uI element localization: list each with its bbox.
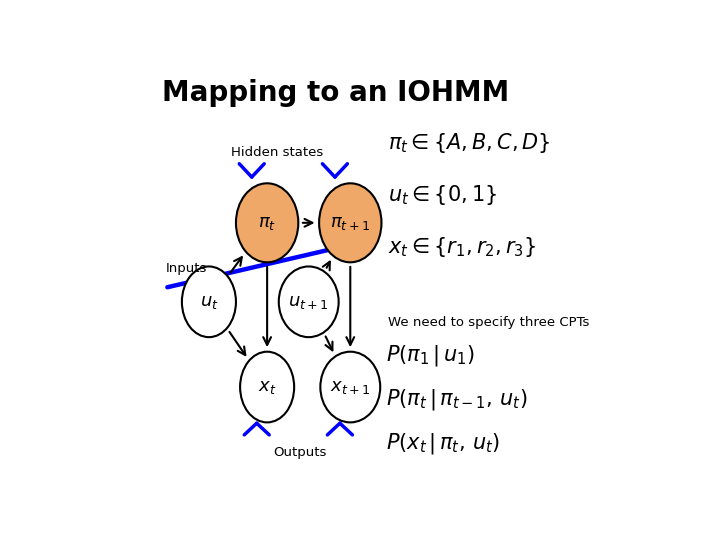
Text: $P(\pi_1 \,|\, u_1)$: $P(\pi_1 \,|\, u_1)$ xyxy=(386,343,474,368)
Text: $\pi_{t+1}$: $\pi_{t+1}$ xyxy=(330,214,370,232)
Text: Mapping to an IOHMM: Mapping to an IOHMM xyxy=(162,79,509,107)
Ellipse shape xyxy=(182,266,236,337)
Text: $P(x_t \,|\, \pi_t,\, u_t)$: $P(x_t \,|\, \pi_t,\, u_t)$ xyxy=(386,431,500,456)
Text: $u_t \in \{0, 1\}$: $u_t \in \{0, 1\}$ xyxy=(387,183,497,207)
Text: Outputs: Outputs xyxy=(274,446,327,459)
Text: $x_t$: $x_t$ xyxy=(258,378,276,396)
Ellipse shape xyxy=(279,266,338,337)
Text: $P(\pi_t \,|\, \pi_{t-1},\, u_t)$: $P(\pi_t \,|\, \pi_{t-1},\, u_t)$ xyxy=(386,387,527,412)
Text: $\pi_t$: $\pi_t$ xyxy=(258,214,276,232)
Text: $u_{t+1}$: $u_{t+1}$ xyxy=(289,293,329,311)
Ellipse shape xyxy=(240,352,294,422)
Ellipse shape xyxy=(320,352,380,422)
Text: Hidden states: Hidden states xyxy=(230,146,323,159)
Text: $x_t \in \{r_1, r_2, r_3\}$: $x_t \in \{r_1, r_2, r_3\}$ xyxy=(387,235,536,259)
Text: Inputs: Inputs xyxy=(166,262,207,275)
Text: We need to specify three CPTs: We need to specify three CPTs xyxy=(387,316,589,329)
Text: $\pi_t \in \{A, B, C, D\}$: $\pi_t \in \{A, B, C, D\}$ xyxy=(387,131,550,156)
Text: $u_t$: $u_t$ xyxy=(199,293,218,311)
Text: $x_{t+1}$: $x_{t+1}$ xyxy=(330,378,371,396)
Ellipse shape xyxy=(319,183,382,262)
Ellipse shape xyxy=(236,183,298,262)
